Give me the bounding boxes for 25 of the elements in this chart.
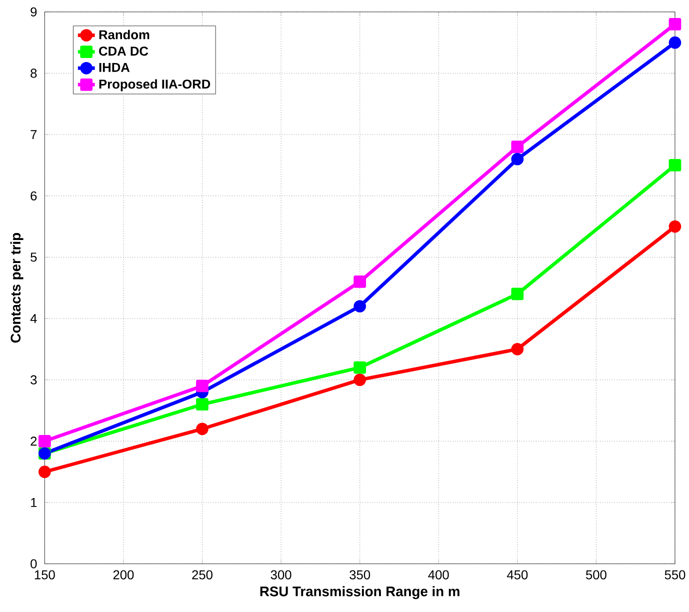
x-tick-label: 450 [506,570,528,580]
y-tick-label: 2 [30,436,37,446]
y-tick-label: 7 [30,130,37,139]
y-tick-label: 3 [30,375,37,384]
y-tick-label: 5 [30,252,37,262]
x-tick-label: 400 [428,570,449,580]
y-tick-label: 9 [30,7,37,16]
y-tick-label: 4 [30,314,37,323]
y-tick-label: 1 [31,498,37,507]
y-tick-label: 6 [30,191,37,200]
x-tick-label: 350 [350,570,370,580]
legend-label: Random [99,30,150,40]
legend-label: Proposed IIA-ORD [99,79,210,92]
x-tick-label: 250 [192,570,212,580]
x-tick-label: 150 [34,570,55,580]
x-tick-label: 500 [586,570,606,580]
x-tick-label: 200 [113,570,134,580]
x-tick-label: 550 [664,570,686,580]
legend-label: CDA DC [99,46,148,56]
y-tick-label: 8 [30,68,37,78]
x-axis-title: RSU Transmission Range in m [260,586,460,599]
y-axis-title: Contacts per trip [10,232,24,342]
legend-label: IHDA [99,62,130,72]
x-tick-label: 300 [270,570,292,580]
y-tick-label: 0 [30,559,37,568]
